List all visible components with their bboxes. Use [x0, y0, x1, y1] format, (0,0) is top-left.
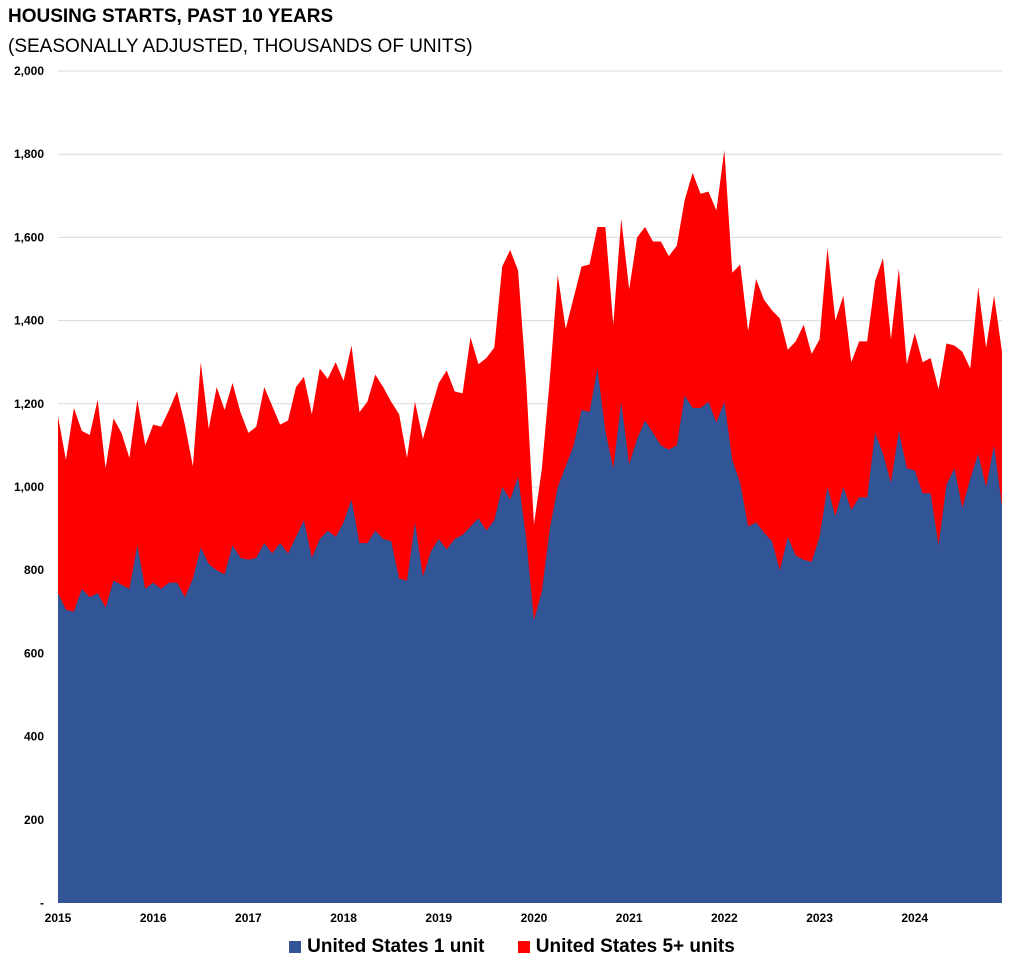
x-tick-label: 2024 [901, 911, 928, 925]
x-tick-label: 2015 [45, 911, 72, 925]
x-tick-label: 2021 [616, 911, 643, 925]
area-series-1-unit [58, 368, 1002, 903]
y-tick-label: 1,600 [14, 230, 44, 244]
x-tick-label: 2019 [425, 911, 452, 925]
chart-area: - 200 400 600 800 1,000 1,200 1,400 1,600 1,800 2,… [14, 64, 1002, 925]
y-tick-label: - [40, 896, 44, 910]
y-tick-label: 1,400 [14, 314, 44, 328]
legend-label-1-unit: United States 1 unit [307, 936, 485, 957]
x-tick-label: 2022 [711, 911, 738, 925]
y-tick-label: 400 [24, 730, 44, 744]
legend-label-5plus-units: United States 5+ units [535, 936, 735, 957]
y-tick-label: 200 [24, 813, 44, 827]
x-tick-label: 2016 [140, 911, 167, 925]
chart-title: HOUSING STARTS, PAST 10 YEARS [8, 6, 334, 27]
legend: United States 1 unit United States 5+ un… [0, 936, 1024, 959]
chart-subtitle: (SEASONALLY ADJUSTED, THOUSANDS OF UNITS… [8, 36, 473, 57]
y-tick-label: 800 [24, 563, 44, 577]
y-tick-label: 2,000 [14, 64, 44, 78]
legend-item-1-unit: United States 1 unit [289, 936, 485, 958]
legend-item-5plus-units: United States 5+ units [517, 936, 735, 958]
x-tick-label: 2023 [806, 911, 833, 925]
x-tick-label: 2018 [330, 911, 357, 925]
y-tick-label: 600 [24, 646, 44, 660]
y-tick-label: 1,200 [14, 397, 44, 411]
legend-swatch-1-unit [289, 941, 302, 953]
x-tick-label: 2020 [521, 911, 548, 925]
legend-swatch-5plus-units [517, 941, 530, 953]
y-tick-label: 1,000 [14, 480, 44, 494]
y-tick-label: 1,800 [14, 147, 44, 161]
x-tick-label: 2017 [235, 911, 262, 925]
